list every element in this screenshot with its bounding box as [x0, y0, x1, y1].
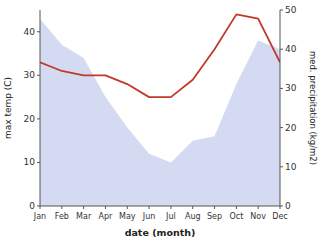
- y2-tick-label: 20: [285, 123, 297, 133]
- plot-area: [40, 14, 280, 206]
- x-tick-label: Jan: [33, 212, 46, 221]
- y2-axis-line: [280, 10, 281, 206]
- x-tick: [236, 206, 237, 209]
- y-tick: [37, 162, 40, 163]
- x-axis-title: date (month): [125, 227, 196, 238]
- x-tick: [192, 206, 193, 209]
- x-tick-label: Dec: [272, 212, 287, 221]
- x-tick: [214, 206, 215, 209]
- y-tick-label: 10: [24, 157, 36, 167]
- precipitation-area: [40, 19, 280, 206]
- chart: 0 10 20 30 40 0 10 20 30 40 50 Jan Feb Mar Apr May Jun Ju…: [0, 0, 318, 247]
- x-tick: [170, 206, 171, 209]
- y-tick-label: 20: [24, 114, 36, 124]
- x-tick: [61, 206, 62, 209]
- x-tick-label: May: [119, 212, 136, 221]
- x-tick-label: Jun: [142, 212, 156, 221]
- x-tick-label: Jul: [165, 212, 176, 221]
- y-tick-label: 40: [24, 27, 36, 37]
- x-tick: [83, 206, 84, 209]
- x-tick-label: Feb: [55, 212, 69, 221]
- x-tick: [280, 206, 281, 209]
- x-tick: [40, 206, 41, 209]
- y-tick-label: 30: [24, 70, 36, 80]
- y-tick-label: 0: [29, 201, 35, 211]
- y2-tick-label: 40: [285, 44, 297, 54]
- x-tick: [127, 206, 128, 209]
- y2-tick-label: 30: [285, 83, 297, 93]
- y-axis-title: max temp (C): [3, 77, 13, 139]
- x-tick-label: Sep: [207, 212, 222, 221]
- y-tick: [37, 75, 40, 76]
- y-tick: [37, 31, 40, 32]
- y2-tick: [280, 127, 283, 128]
- y2-tick: [280, 10, 283, 11]
- x-tick-label: Nov: [250, 212, 266, 221]
- y2-tick: [280, 166, 283, 167]
- y2-tick: [280, 88, 283, 89]
- x-tick: [258, 206, 259, 209]
- temperature-line: [40, 14, 280, 97]
- y2-tick: [280, 49, 283, 50]
- x-tick-label: Aug: [185, 212, 201, 221]
- y2-tick-label: 50: [285, 5, 297, 15]
- y2-tick-label: 10: [285, 162, 297, 172]
- y2-tick-label: 0: [285, 201, 291, 211]
- x-axis-line: [40, 206, 280, 207]
- y-axis-line: [40, 10, 41, 206]
- x-tick-label: Mar: [76, 212, 92, 221]
- x-tick-label: Apr: [99, 212, 114, 221]
- x-tick: [105, 206, 106, 209]
- x-tick: [149, 206, 150, 209]
- x-tick-label: Oct: [229, 212, 243, 221]
- y2-axis-title: med. precipitation (kg/m2): [308, 51, 318, 165]
- y-tick: [37, 118, 40, 119]
